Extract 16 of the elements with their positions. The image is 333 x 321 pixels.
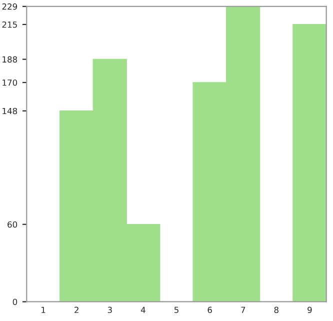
x-tick-label: 1 xyxy=(42,306,46,313)
x-tick-label: 3 xyxy=(108,306,112,314)
x-tick-label: 9 xyxy=(308,306,312,314)
x-tick-label: 2 xyxy=(74,306,78,313)
x-tick-label: 4 xyxy=(140,306,146,313)
y-tick-label: 60 xyxy=(8,221,18,228)
y-tick-label: 170 xyxy=(2,79,18,86)
x-tick-label: 6 xyxy=(208,306,212,314)
x-tick-label: 7 xyxy=(241,306,246,313)
x-tick-label: 5 xyxy=(174,306,178,314)
y-tick-label: 0 xyxy=(12,298,18,306)
y-tick-label: 148 xyxy=(2,108,18,114)
y-tick-label: 215 xyxy=(2,21,17,28)
x-tick-label: 8 xyxy=(274,306,278,314)
y-tick-label: 229 xyxy=(2,3,18,10)
y-tick-label: 188 xyxy=(2,56,18,63)
